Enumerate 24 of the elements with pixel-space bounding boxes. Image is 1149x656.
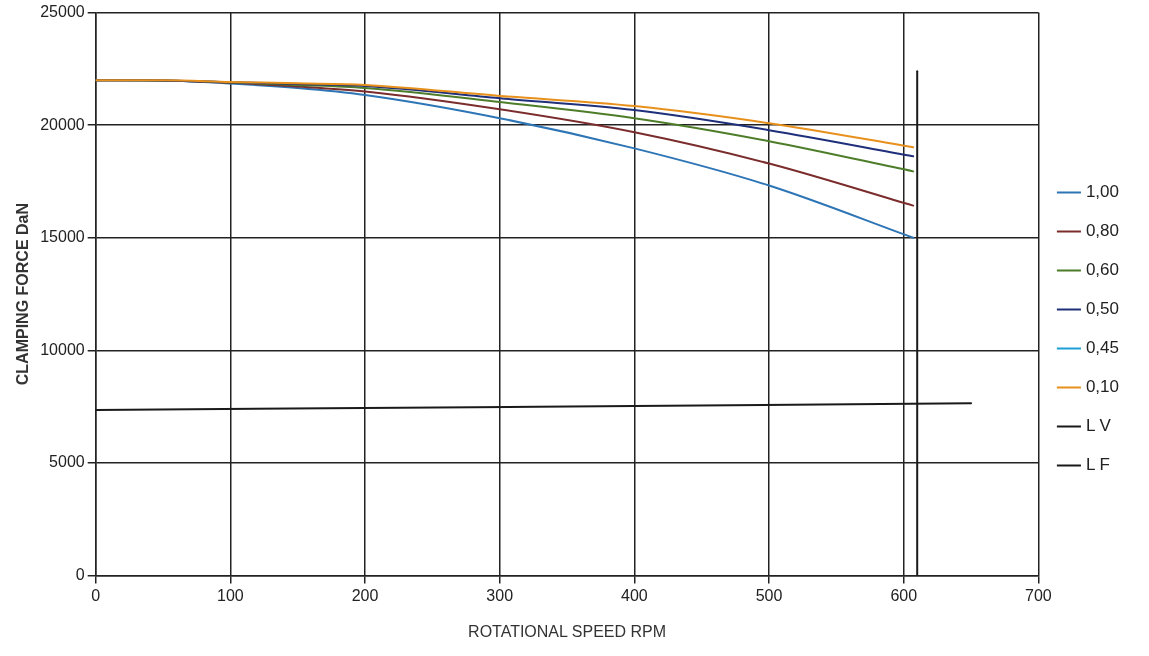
- x-tick-label: 400: [621, 586, 648, 604]
- legend-label: 0,45: [1085, 338, 1120, 358]
- y-tick-label: 15000: [40, 228, 85, 246]
- x-tick-label: 700: [1025, 586, 1052, 604]
- legend-label: 0,50: [1085, 299, 1120, 319]
- legend-label: 0,10: [1085, 377, 1120, 397]
- y-axis-title: CLAMPING FORCE DaN: [14, 202, 32, 386]
- legend-label: L V: [1085, 416, 1112, 436]
- x-tick-label: 0: [91, 586, 101, 604]
- x-tick-label: 500: [755, 586, 783, 604]
- y-tick-label: 25000: [40, 3, 85, 21]
- legend-label: 1,00: [1085, 182, 1120, 202]
- y-tick-label: 10000: [40, 340, 85, 358]
- legend-label: L F: [1085, 455, 1110, 475]
- x-tick-label: 300: [486, 586, 514, 604]
- y-tick-label: 0: [75, 566, 85, 584]
- y-tick-label: 20000: [40, 115, 85, 133]
- x-tick-label: 100: [217, 586, 244, 604]
- x-axis-title: ROTATIONAL SPEED RPM: [468, 622, 667, 640]
- x-tick-label: 200: [351, 586, 379, 604]
- legend-label: 0,80: [1085, 221, 1120, 241]
- x-tick-label: 600: [890, 586, 918, 604]
- y-tick-label: 5000: [49, 453, 85, 471]
- legend-label: 0,60: [1085, 260, 1120, 280]
